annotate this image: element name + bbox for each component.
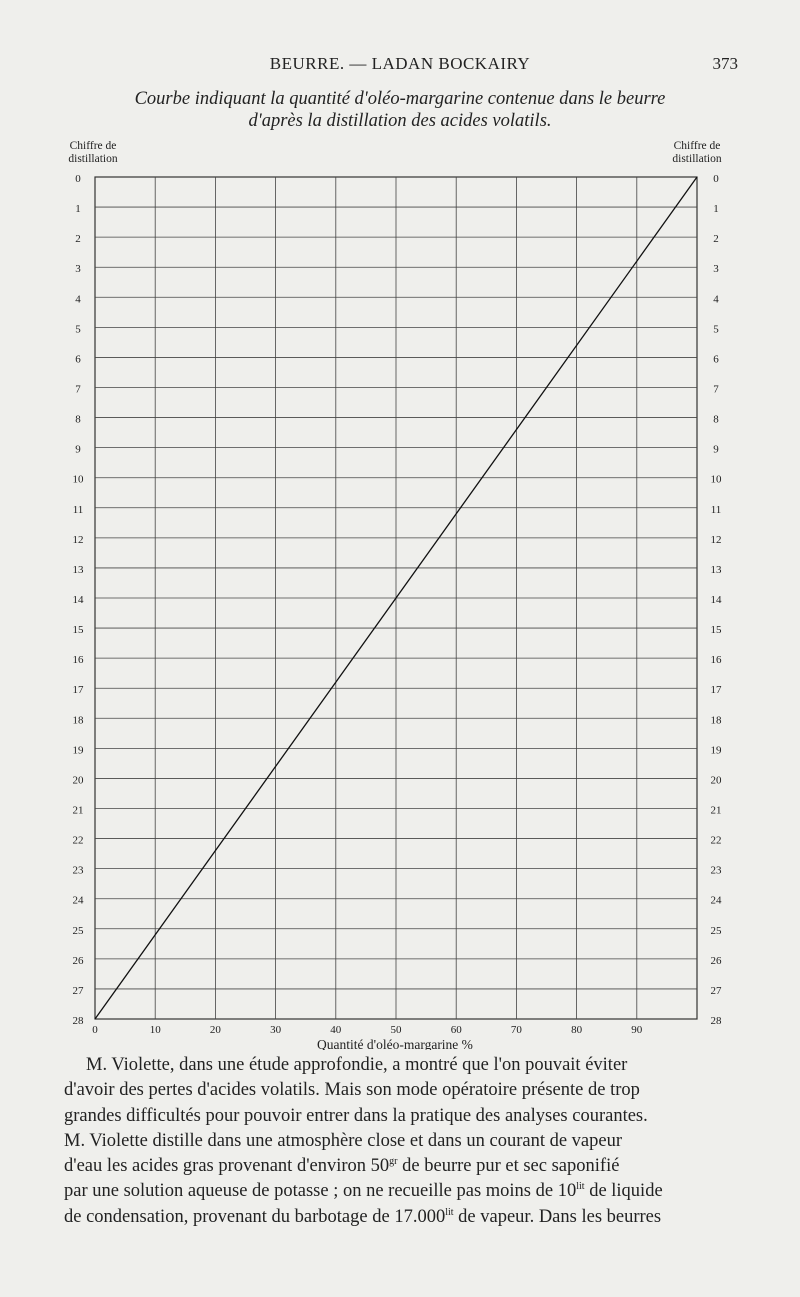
y-tick-label-right: 23: [711, 865, 723, 877]
y-tick-label-right: 24: [711, 895, 723, 907]
body-paragraph: M. Violette, dans une étude approfondie,…: [64, 1053, 748, 1230]
y-tick-label-right: 2: [713, 233, 719, 245]
y-tick-label-left: 1: [75, 203, 81, 215]
y-tick-label-left: 20: [73, 774, 85, 786]
x-tick-label: 50: [391, 1024, 403, 1036]
y-tick-label-right: 21: [711, 805, 722, 817]
x-tick-label: 10: [150, 1024, 162, 1036]
y-tick-label-right: 8: [713, 414, 719, 426]
y-tick-label-right: 10: [711, 474, 723, 486]
y-tick-label-left: 5: [75, 323, 81, 335]
left-axis-label: Chiffre de: [70, 140, 117, 152]
x-tick-label: 0: [92, 1024, 98, 1036]
body-line: de condensation, provenant du barbotage …: [64, 1206, 662, 1227]
y-tick-label-right: 6: [713, 353, 719, 365]
y-tick-label-left: 4: [75, 293, 81, 305]
y-tick-label-right: 22: [711, 835, 722, 847]
series-line: [94, 176, 698, 1020]
y-tick-label-left: 12: [73, 534, 84, 546]
y-tick-label-right: 12: [711, 534, 722, 546]
y-tick-label-right: 7: [713, 384, 719, 396]
y-tick-label-left: 25: [73, 925, 85, 937]
x-axis-label: Quantité d'oléo-margarine %: [317, 1037, 473, 1050]
y-tick-label-left: 2: [75, 233, 81, 245]
y-tick-label-left: 11: [73, 504, 84, 516]
body-line: par une solution aqueuse de potasse ; on…: [64, 1181, 663, 1202]
y-tick-label-left: 27: [73, 985, 85, 997]
y-tick-label-right: 0: [713, 173, 719, 185]
right-axis-label: Chiffre de: [674, 140, 721, 152]
y-tick-label-right: 9: [713, 444, 719, 456]
y-tick-label-left: 13: [73, 564, 85, 576]
y-tick-label-left: 18: [73, 714, 85, 726]
x-tick-label: 70: [511, 1024, 523, 1036]
y-tick-label-left: 8: [75, 414, 81, 426]
y-tick-label-left: 3: [75, 263, 81, 275]
left-axis-label: distillation: [68, 153, 117, 165]
y-tick-label-left: 28: [73, 1015, 85, 1027]
x-tick-label: 40: [330, 1024, 342, 1036]
y-tick-label-left: 21: [73, 805, 84, 817]
y-tick-label-left: 6: [75, 353, 81, 365]
y-tick-label-right: 5: [713, 323, 719, 335]
figure-caption: Courbe indiquant la quantité d'oléo-marg…: [40, 88, 760, 132]
y-tick-label-left: 9: [75, 444, 81, 456]
body-line: M. Violette, dans une étude approfondie,…: [86, 1055, 628, 1075]
y-tick-label-left: 16: [73, 654, 85, 666]
y-tick-label-right: 25: [711, 925, 723, 937]
y-tick-label-right: 17: [711, 684, 723, 696]
y-tick-label-left: 17: [73, 684, 85, 696]
y-tick-label-left: 26: [73, 955, 85, 967]
running-title: BEURRE. — LADAN BOCKAIRY: [269, 54, 531, 73]
y-tick-label-left: 0: [75, 173, 81, 185]
y-tick-label-right: 16: [711, 654, 723, 666]
y-tick-label-right: 13: [711, 564, 723, 576]
y-tick-label-right: 3: [713, 263, 719, 275]
x-tick-label: 60: [451, 1024, 463, 1036]
y-tick-label-right: 27: [711, 985, 723, 997]
right-axis-label: distillation: [672, 153, 721, 165]
y-tick-label-left: 24: [73, 895, 85, 907]
x-tick-label: 20: [210, 1024, 222, 1036]
x-tick-label: 90: [631, 1024, 643, 1036]
y-tick-label-left: 15: [73, 624, 85, 636]
x-tick-label: 30: [270, 1024, 282, 1036]
y-tick-label-right: 1: [713, 203, 719, 215]
body-line: d'eau les acides gras provenant d'enviro…: [64, 1156, 620, 1177]
y-tick-label-right: 15: [711, 624, 723, 636]
y-tick-label-right: 4: [713, 293, 719, 305]
page-number: 373: [712, 54, 739, 73]
x-tick-label: 80: [571, 1024, 583, 1036]
y-tick-label-right: 11: [711, 504, 722, 516]
y-tick-label-left: 22: [73, 835, 84, 847]
body-line: grandes difficultés pour pouvoir entrer …: [64, 1105, 648, 1126]
caption-line-1: Courbe indiquant la quantité d'oléo-marg…: [134, 89, 666, 109]
y-tick-label-right: 26: [711, 955, 723, 967]
page-header: BEURRE. — LADAN BOCKAIRY 373: [0, 54, 800, 78]
y-tick-label-left: 14: [73, 594, 85, 606]
body-line: M. Violette distille dans une atmosphère…: [64, 1130, 623, 1151]
y-tick-label-right: 20: [711, 774, 723, 786]
y-tick-label-right: 19: [711, 744, 723, 756]
y-tick-label-left: 7: [75, 384, 81, 396]
y-tick-label-left: 23: [73, 865, 85, 877]
y-tick-label-right: 28: [711, 1015, 723, 1027]
caption-line-2: d'après la distillation des acides volat…: [248, 111, 552, 131]
y-tick-label-left: 10: [73, 474, 85, 486]
y-tick-label-right: 18: [711, 714, 723, 726]
body-line: d'avoir des pertes d'acides volatils. Ma…: [64, 1080, 640, 1101]
y-tick-label-right: 14: [711, 594, 723, 606]
y-tick-label-left: 19: [73, 744, 85, 756]
